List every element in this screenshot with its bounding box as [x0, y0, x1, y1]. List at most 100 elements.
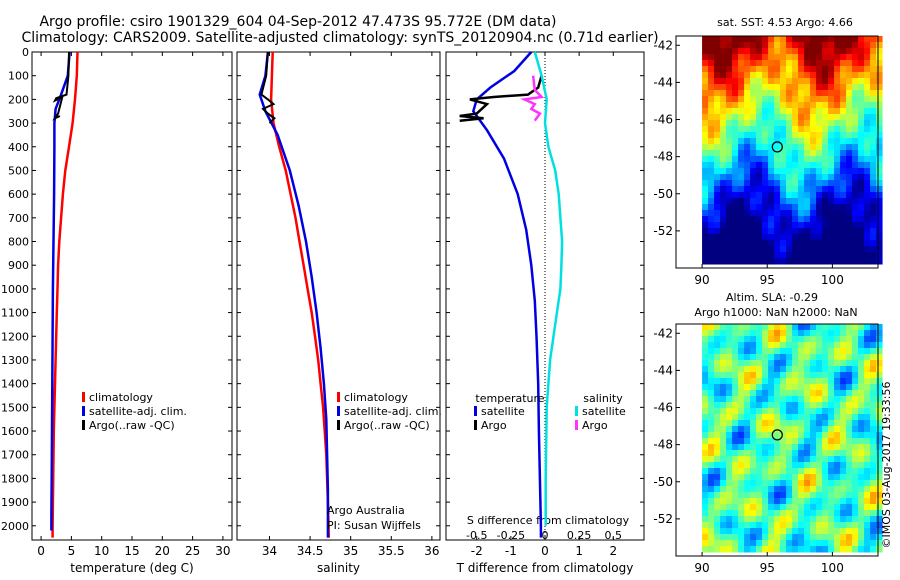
heatmap-cell: [762, 138, 769, 145]
heatmap-cell: [846, 78, 853, 85]
heatmap-cell: [792, 168, 799, 175]
heatmap-cell: [822, 192, 829, 199]
heatmap-cell: [714, 534, 721, 541]
heatmap-cell: [876, 138, 883, 145]
heatmap-cell: [792, 384, 799, 391]
heatmap-cell: [708, 162, 715, 169]
heatmap-cell: [756, 432, 763, 439]
heatmap-cell: [834, 42, 841, 49]
credit-text: ©IMOS 03-Aug-2017 19:33:56: [880, 382, 893, 549]
heatmap-cell: [726, 84, 733, 91]
heatmap-cell: [846, 174, 853, 181]
heatmap-cell: [768, 456, 775, 463]
heatmap-cell: [810, 396, 817, 403]
heatmap-cell: [792, 162, 799, 169]
heatmap-cell: [768, 162, 775, 169]
heatmap-cell: [732, 522, 739, 529]
heatmap-cell: [738, 138, 745, 145]
heatmap-cell: [786, 114, 793, 121]
heatmap-cell: [750, 324, 757, 331]
heatmap-cell: [750, 384, 757, 391]
heatmap-cell: [804, 480, 811, 487]
heatmap-cell: [774, 372, 781, 379]
heatmap-cell: [786, 456, 793, 463]
heatmap-cell: [840, 198, 847, 205]
heatmap-cell: [744, 54, 751, 61]
heatmap-cell: [774, 492, 781, 499]
heatmap-cell: [798, 468, 805, 475]
heatmap-cell: [744, 438, 751, 445]
heatmap-cell: [870, 348, 877, 355]
heatmap-cell: [840, 234, 847, 241]
heatmap-cell: [726, 444, 733, 451]
heatmap-cell: [750, 132, 757, 139]
heatmap-cell: [840, 390, 847, 397]
heatmap-cell: [780, 360, 787, 367]
heatmap-cell: [768, 66, 775, 73]
heatmap-cell: [774, 420, 781, 427]
heatmap-cell: [738, 528, 745, 535]
heatmap-cell: [852, 480, 859, 487]
heatmap-cell: [708, 60, 715, 67]
heatmap-cell: [762, 408, 769, 415]
heatmap-cell: [792, 360, 799, 367]
heatmap-cell: [732, 84, 739, 91]
heatmap-cell: [798, 132, 805, 139]
heatmap-cell: [870, 84, 877, 91]
heatmap-cell: [858, 156, 865, 163]
heatmap-cell: [744, 168, 751, 175]
heatmap-cell: [864, 354, 871, 361]
y-tick-label: -46: [653, 113, 673, 127]
heatmap-cell: [720, 258, 727, 265]
heatmap-cell: [852, 60, 859, 67]
heatmap-cell: [702, 540, 709, 547]
heatmap-cell: [834, 408, 841, 415]
heatmap-cell: [732, 330, 739, 337]
heatmap-cell: [738, 534, 745, 541]
heatmap-cell: [768, 186, 775, 193]
heatmap-cell: [816, 228, 823, 235]
heatmap-cell: [756, 66, 763, 73]
heatmap-cell: [810, 402, 817, 409]
heatmap-cell: [804, 510, 811, 517]
heatmap-cell: [828, 528, 835, 535]
heatmap-cell: [732, 342, 739, 349]
heatmap-cell: [852, 120, 859, 127]
y-tick-label: 1000: [1, 283, 29, 296]
heatmap-cell: [726, 504, 733, 511]
heatmap-cell: [738, 54, 745, 61]
heatmap-cell: [840, 78, 847, 85]
heatmap-cell: [834, 108, 841, 115]
heatmap-cell: [762, 390, 769, 397]
heatmap-cell: [798, 510, 805, 517]
heatmap-cell: [804, 396, 811, 403]
heatmap-cell: [714, 162, 721, 169]
heatmap-cell: [732, 492, 739, 499]
heatmap-cell: [738, 126, 745, 133]
heatmap-cell: [774, 78, 781, 85]
heatmap-cell: [846, 72, 853, 79]
heatmap-cell: [744, 528, 751, 535]
heatmap-cell: [708, 168, 715, 175]
heatmap-cell: [870, 66, 877, 73]
heatmap-cell: [852, 486, 859, 493]
heatmap-cell: [738, 132, 745, 139]
y-tick-label: 1200: [1, 330, 29, 343]
heatmap-cell: [834, 120, 841, 127]
heatmap-cell: [828, 510, 835, 517]
heatmap-cell: [852, 456, 859, 463]
heatmap-cell: [720, 48, 727, 55]
heatmap-cell: [720, 426, 727, 433]
heatmap-cell: [780, 36, 787, 43]
heatmap-cell: [786, 54, 793, 61]
heatmap-cell: [786, 186, 793, 193]
heatmap-cell: [852, 66, 859, 73]
heatmap-cell: [750, 510, 757, 517]
heatmap-cell: [876, 408, 883, 415]
heatmap-cell: [834, 90, 841, 97]
heatmap-cell: [732, 174, 739, 181]
heatmap-cell: [786, 336, 793, 343]
heatmap-cell: [762, 60, 769, 67]
heatmap-cell: [744, 144, 751, 151]
